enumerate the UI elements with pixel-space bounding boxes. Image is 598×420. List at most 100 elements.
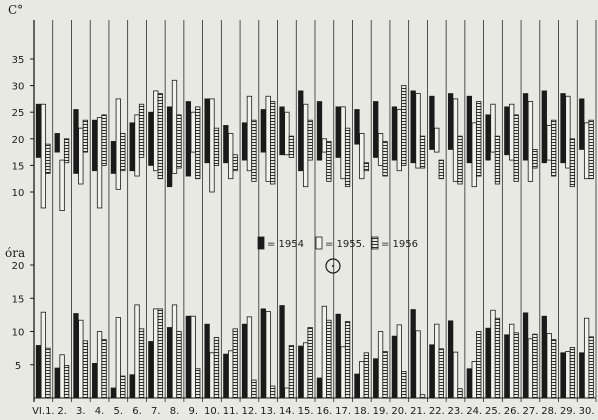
temperature-bar-1955-day-20: [397, 110, 401, 171]
sunshine-bar-1954-day-7: [149, 341, 153, 398]
sunshine-bar-1956-day-25: [495, 318, 499, 398]
sunshine-bar-1954-day-14: [280, 306, 284, 398]
sunshine-bar-1955-day-20: [397, 325, 401, 398]
legend-label-1955: = 1955.: [325, 239, 365, 250]
sunshine-bar-1954-day-5: [111, 388, 115, 398]
temperature-bar-1955-day-14: [285, 112, 289, 155]
legend-label-1954: = 1954: [267, 239, 304, 250]
sunshine-axis: óra 5 10 15 20: [5, 246, 34, 372]
day-label: 19.: [373, 406, 389, 417]
sunshine-bar-1955-day-19: [378, 332, 382, 399]
day-label: 24.: [466, 406, 482, 417]
temperature-bar-1954-day-25: [486, 115, 490, 160]
sunshine-bar-1955-day-5: [116, 318, 120, 398]
temperature-bar-1956-day-7: [158, 94, 162, 179]
sunshine-bar-1955-day-14: [285, 388, 289, 398]
temperature-bar-1955-day-29: [566, 96, 570, 168]
temperature-bar-1956-day-28: [551, 120, 555, 176]
sunshine-bar-1955-day-2: [60, 355, 64, 398]
temperature-bar-1954-day-11: [224, 126, 228, 163]
day-label: 16.: [316, 406, 332, 417]
temperature-bar-1955-day-10: [210, 99, 214, 192]
sunshine-bar-1956-day-17: [345, 322, 349, 398]
temperature-bar-1955-day-8: [172, 80, 176, 173]
temperature-bar-1955-day-19: [378, 133, 382, 165]
sunshine-bar-1955-day-22: [435, 324, 439, 398]
temperature-bar-1956-day-18: [364, 163, 368, 171]
day-label: 27.: [522, 406, 538, 417]
sunshine-bar-1954-day-4: [92, 363, 96, 398]
temperature-bar-1956-day-1: [46, 144, 50, 173]
day-label: 12.: [241, 406, 257, 417]
temperature-bar-1954-day-2: [55, 133, 59, 152]
sunshine-unit-label: óra: [5, 246, 25, 260]
sunshine-bar-1956-day-13: [270, 386, 274, 398]
temperature-bar-1954-day-1: [36, 104, 40, 157]
temperature-axis: C° 101520253035: [8, 3, 34, 199]
temperature-bar-1956-day-19: [383, 141, 387, 176]
sunshine-bar-1955-day-27: [528, 339, 532, 398]
temperature-bar-1955-day-4: [97, 118, 101, 208]
temperature-bar-1954-day-23: [448, 94, 452, 150]
temperature-tick-label: 20: [12, 135, 25, 146]
legend: = 1954 = 1955. = 1956: [258, 237, 418, 250]
temperature-bar-1955-day-9: [191, 112, 195, 152]
temperature-bar-1954-day-13: [261, 110, 265, 153]
sunshine-bar-1954-day-6: [130, 375, 134, 398]
day-label: 20.: [391, 406, 407, 417]
day-label: 21.: [410, 406, 426, 417]
temperature-bar-1955-day-25: [491, 104, 495, 152]
temperature-bar-1954-day-3: [74, 110, 78, 174]
sunshine-bar-1956-day-6: [139, 329, 143, 398]
sunshine-bar-1955-day-9: [191, 316, 195, 398]
sunshine-bar-1954-day-24: [467, 369, 471, 398]
temperature-bar-1954-day-30: [580, 99, 584, 150]
sunshine-bar-1955-day-21: [416, 331, 420, 398]
temperature-bar-1955-day-22: [435, 128, 439, 152]
sunshine-bar-1954-day-28: [542, 316, 546, 398]
sunshine-bar-1956-day-9: [195, 369, 199, 398]
temperature-bar-1956-day-17: [345, 128, 349, 187]
day-label: 28.: [541, 406, 557, 417]
temperature-tick-label: 35: [12, 55, 25, 66]
day-label: 5.: [114, 406, 124, 417]
temperature-bar-1954-day-5: [111, 141, 115, 173]
day-label: 8.: [170, 406, 180, 417]
day-label: 11.: [223, 406, 239, 417]
temperature-bar-1956-day-24: [476, 102, 480, 176]
day-label: 29.: [560, 406, 576, 417]
temperature-tick-label: 30: [12, 82, 25, 93]
day-label: 6.: [132, 406, 142, 417]
temperature-bar-1956-day-15: [308, 120, 312, 160]
temperature-bar-1956-day-12: [252, 120, 256, 181]
sunshine-bar-1954-day-19: [373, 359, 377, 398]
sunshine-bar-1954-day-17: [336, 314, 340, 398]
temperature-bar-1955-day-2: [60, 160, 64, 211]
sunshine-tick-label: 20: [12, 261, 25, 272]
sunshine-bar-1954-day-3: [74, 314, 78, 398]
temperature-bar-1956-day-8: [177, 115, 181, 168]
sunshine-bar-1956-day-19: [383, 351, 387, 398]
temperature-bar-1954-day-28: [542, 91, 546, 163]
temperature-bar-1955-day-17: [341, 107, 345, 179]
sunshine-bar-1956-day-3: [83, 341, 87, 398]
sunshine-bar-1954-day-22: [430, 345, 434, 398]
sunshine-bar-1955-day-15: [303, 343, 307, 398]
sunshine-bar-1956-day-27: [533, 334, 537, 398]
temperature-bar-1956-day-23: [458, 136, 462, 184]
temperature-bar-1956-day-30: [589, 120, 593, 179]
temperature-bar-1955-day-16: [322, 139, 326, 152]
sunshine-bar-1955-day-30: [584, 318, 588, 398]
temperature-bar-1955-day-18: [360, 133, 364, 178]
temperature-bar-1955-day-26: [509, 104, 513, 160]
sunshine-bar-1955-day-13: [266, 312, 270, 398]
sunshine-tick-label: 10: [12, 328, 25, 339]
temperature-bar-1956-day-10: [214, 128, 218, 165]
temperature-bar-1956-day-2: [64, 139, 68, 163]
sunshine-bar-1956-day-16: [327, 320, 331, 398]
sunshine-bar-1954-day-27: [523, 313, 527, 398]
legend-swatch-1956: [372, 237, 378, 249]
temperature-bar-1955-day-30: [584, 123, 588, 179]
day-label: 13.: [260, 406, 276, 417]
